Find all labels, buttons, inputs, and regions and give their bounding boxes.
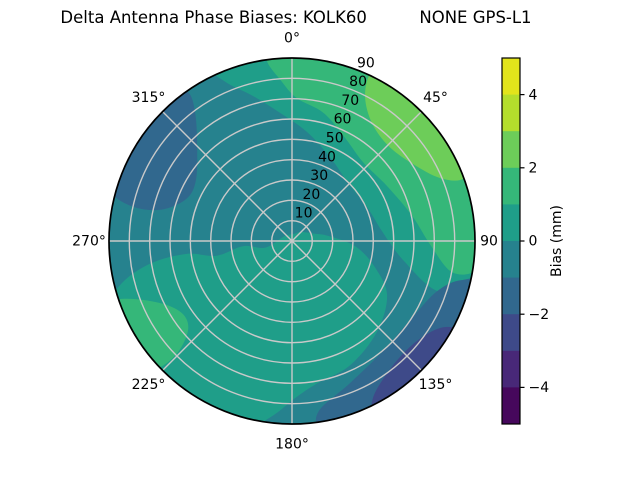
radial-tick-label: 40	[318, 149, 336, 165]
angular-tick-label-270: 270°	[72, 234, 106, 250]
colorbar-band	[502, 94, 520, 132]
angular-tick-label-315: 315°	[132, 90, 166, 106]
colorbar-tick-label: −2	[529, 307, 550, 323]
angular-tick-label-0: 0°	[284, 31, 300, 47]
colorbar-band	[502, 167, 520, 205]
colorbar-band	[502, 58, 520, 95]
colorbar-band	[502, 387, 520, 425]
radial-tick-label: 60	[334, 112, 352, 128]
angular-tick-label-90: 90	[480, 234, 498, 250]
radial-tick-label: 80	[349, 74, 367, 90]
radial-tick-label: 50	[326, 131, 344, 147]
angular-tick-label-45: 45°	[423, 90, 448, 106]
colorbar: 4 2 0 −2 −4	[501, 57, 550, 425]
radial-tick-label: 90	[357, 55, 375, 71]
colorbar-tick-label: 0	[529, 234, 538, 250]
polar-plot-area: 10 20 30 40 50 60 70 80 90 0° 45° 90 135° 180° 225° 270…	[72, 31, 498, 453]
radial-tick-label: 30	[310, 168, 328, 184]
colorbar-axis-label: Bias (mm)	[549, 205, 565, 277]
colorbar-band	[502, 350, 520, 388]
polar-grid-spoke	[162, 111, 293, 242]
colorbar-tick-label: 4	[529, 87, 538, 103]
bias-minus2-to-minus1-northwest-region	[109, 84, 198, 211]
colorbar-tick-label: 2	[529, 161, 538, 177]
polar-grid	[109, 58, 475, 424]
colorbar-band	[502, 204, 520, 242]
radial-tick-label: 20	[302, 187, 320, 203]
colorbar-tick-label: −4	[529, 380, 550, 396]
angular-tick-label-135: 135°	[419, 377, 453, 393]
colorbar-band	[502, 131, 520, 169]
polar-grid-spoke	[162, 240, 293, 371]
polar-outline	[108, 57, 476, 425]
colorbar-band	[502, 277, 520, 315]
radial-tick-label: 70	[341, 93, 359, 109]
angular-tick-label-225: 225°	[132, 377, 166, 393]
bias-2-to-3-northeast-region	[365, 60, 475, 181]
polar-grid-spoke	[291, 240, 422, 371]
polar-grid-spoke	[291, 111, 422, 242]
angular-tick-label-180: 180°	[275, 437, 309, 453]
figure-title: Delta Antenna Phase Biases: KOLK60 NONE …	[60, 8, 531, 27]
colorbar-band	[502, 241, 520, 278]
colorbar-band	[502, 314, 520, 352]
radial-tick-label: 10	[295, 206, 313, 222]
